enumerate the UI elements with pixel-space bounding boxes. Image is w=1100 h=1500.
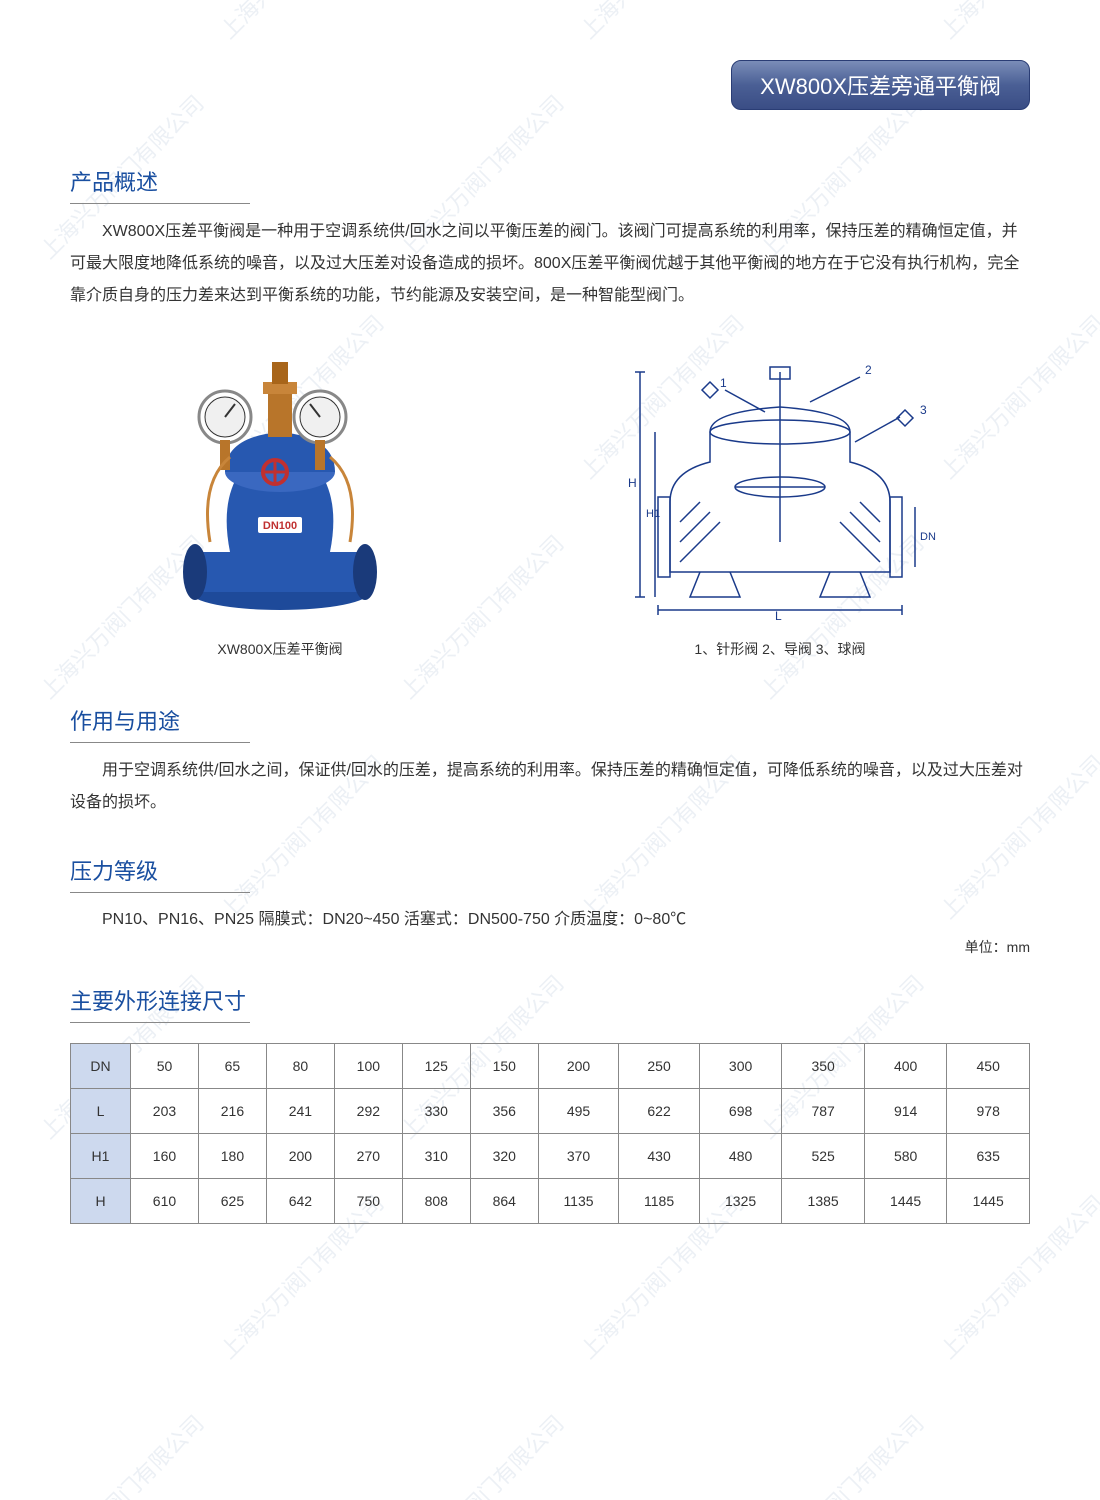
table-unit: 单位：mm (965, 937, 1030, 957)
watermark-text: 上海兴万阀门有限公司 (752, 1407, 930, 1500)
table-cell: 1185 (619, 1179, 700, 1224)
product-photo-block: DN100 XW800X压差平衡阀 (150, 342, 410, 659)
table-cell: 203 (131, 1089, 199, 1134)
svg-text:L: L (775, 609, 782, 622)
svg-text:DN: DN (920, 531, 936, 543)
table-cell: 320 (470, 1134, 538, 1179)
table-cell: 450 (947, 1044, 1030, 1089)
table-row-header: H (71, 1179, 131, 1224)
table-cell: 635 (947, 1134, 1030, 1179)
valve-diagram: 1 2 3 H H1 DN L (610, 342, 950, 622)
svg-text:1: 1 (720, 376, 727, 390)
valve-photo: DN100 (150, 342, 410, 622)
svg-text:H: H (628, 476, 637, 490)
table-cell: 787 (782, 1089, 865, 1134)
page-content: XW800X压差旁通平衡阀 产品概述 XW800X压差平衡阀是一种用于空调系统供… (70, 60, 1030, 1224)
overview-body: XW800X压差平衡阀是一种用于空调系统供/回水之间以平衡压差的阀门。该阀门可提… (70, 216, 1030, 312)
table-row: DN506580100125150200250300350400450 (71, 1044, 1030, 1089)
watermark-text: 上海兴万阀门有限公司 (212, 0, 390, 45)
table-cell: 150 (470, 1044, 538, 1089)
table-cell: 292 (334, 1089, 402, 1134)
watermark-text: 上海兴万阀门有限公司 (0, 0, 30, 45)
table-cell: 610 (131, 1179, 199, 1224)
table-cell: 622 (619, 1089, 700, 1134)
table-cell: 350 (782, 1044, 865, 1089)
table-cell: 480 (699, 1134, 782, 1179)
table-cell: 180 (198, 1134, 266, 1179)
table-cell: 50 (131, 1044, 199, 1089)
table-cell: 216 (198, 1089, 266, 1134)
table-cell: 1445 (947, 1179, 1030, 1224)
table-cell: 370 (538, 1134, 619, 1179)
table-cell: 241 (266, 1089, 334, 1134)
table-cell: 125 (402, 1044, 470, 1089)
section-title-pressure: 压力等级 (70, 854, 250, 893)
table-cell: 1135 (538, 1179, 619, 1224)
table-cell: 750 (334, 1179, 402, 1224)
photo-caption: XW800X压差平衡阀 (150, 639, 410, 659)
table-cell: 65 (198, 1044, 266, 1089)
diagram-caption: 1、针形阀 2、导阀 3、球阀 (610, 639, 950, 659)
table-cell: 1445 (864, 1179, 947, 1224)
table-cell: 400 (864, 1044, 947, 1089)
table-row-header: DN (71, 1044, 131, 1089)
section-title-overview: 产品概述 (70, 165, 250, 204)
table-cell: 250 (619, 1044, 700, 1089)
images-row: DN100 XW800X压差平衡阀 (70, 342, 1030, 659)
table-cell: 914 (864, 1089, 947, 1134)
dimensions-table: DN506580100125150200250300350400450L2032… (70, 1043, 1030, 1224)
section-title-usage: 作用与用途 (70, 704, 250, 743)
table-cell: 808 (402, 1179, 470, 1224)
table-cell: 200 (266, 1134, 334, 1179)
product-title-badge: XW800X压差旁通平衡阀 (731, 60, 1030, 110)
table-cell: 270 (334, 1134, 402, 1179)
table-cell: 978 (947, 1089, 1030, 1134)
table-cell: 200 (538, 1044, 619, 1089)
table-cell: 356 (470, 1089, 538, 1134)
table-cell: 698 (699, 1089, 782, 1134)
table-cell: 580 (864, 1134, 947, 1179)
table-cell: 864 (470, 1179, 538, 1224)
svg-text:DN100: DN100 (263, 520, 297, 532)
section-title-dimensions: 主要外形连接尺寸 (70, 984, 250, 1023)
table-cell: 100 (334, 1044, 402, 1089)
watermark-text: 上海兴万阀门有限公司 (572, 0, 750, 45)
watermark-text: 上海兴万阀门有限公司 (392, 1407, 570, 1500)
watermark-text: 上海兴万阀门有限公司 (32, 1407, 210, 1500)
table-row: H1160180200270310320370430480525580635 (71, 1134, 1030, 1179)
table-cell: 525 (782, 1134, 865, 1179)
table-row: L203216241292330356495622698787914978 (71, 1089, 1030, 1134)
watermark-text: 上海兴万阀门有限公司 (932, 0, 1100, 45)
svg-text:H1: H1 (646, 508, 660, 520)
table-cell: 310 (402, 1134, 470, 1179)
table-cell: 642 (266, 1179, 334, 1224)
table-cell: 1325 (699, 1179, 782, 1224)
usage-body: 用于空调系统供/回水之间，保证供/回水的压差，提高系统的利用率。保持压差的精确恒… (70, 755, 1030, 819)
svg-text:2: 2 (865, 363, 872, 377)
table-cell: 495 (538, 1089, 619, 1134)
table-row-header: L (71, 1089, 131, 1134)
table-cell: 430 (619, 1134, 700, 1179)
table-cell: 80 (266, 1044, 334, 1089)
table-row-header: H1 (71, 1134, 131, 1179)
table-cell: 1385 (782, 1179, 865, 1224)
table-cell: 330 (402, 1089, 470, 1134)
table-cell: 625 (198, 1179, 266, 1224)
product-diagram-block: 1 2 3 H H1 DN L 1、针形阀 2、导阀 3、球阀 (610, 342, 950, 659)
table-cell: 300 (699, 1044, 782, 1089)
svg-text:3: 3 (920, 403, 927, 417)
pressure-text: PN10、PN16、PN25 隔膜式：DN20~450 活塞式：DN500-75… (70, 905, 1030, 929)
table-cell: 160 (131, 1134, 199, 1179)
table-row: H610625642750808864113511851325138514451… (71, 1179, 1030, 1224)
